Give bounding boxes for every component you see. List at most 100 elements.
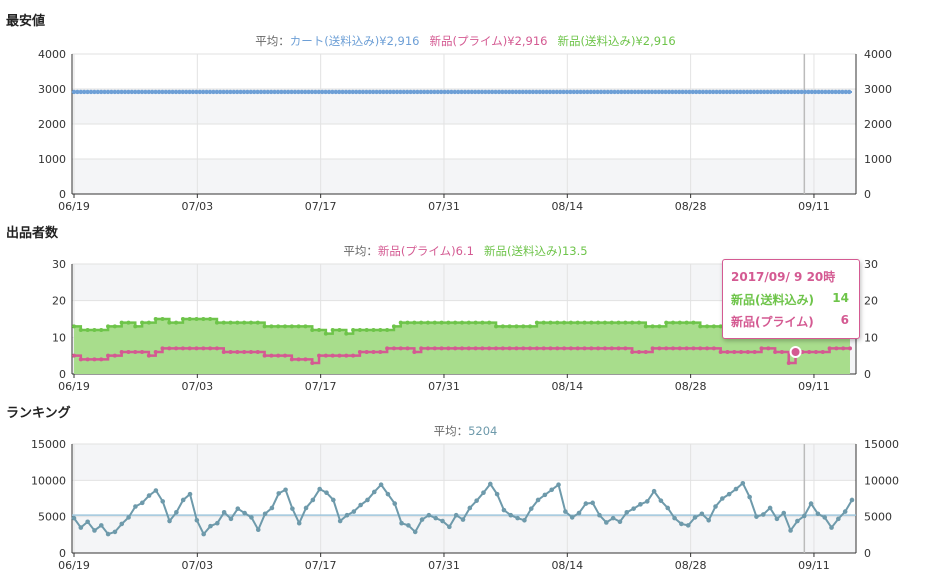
shipping-point	[630, 320, 635, 325]
price-point	[843, 89, 848, 95]
price-point	[615, 89, 621, 95]
price-point	[840, 89, 845, 95]
prime-point	[732, 350, 737, 354]
ranking-point	[515, 515, 520, 521]
price-point	[823, 89, 828, 95]
prime-point	[575, 346, 580, 351]
price-point	[527, 89, 532, 95]
ranking-point	[740, 480, 746, 486]
prime-point	[187, 346, 192, 351]
price-point	[544, 89, 549, 95]
price-avg-prime-value: ¥2,916	[507, 34, 548, 48]
prime-point	[711, 346, 716, 351]
price-point	[411, 89, 417, 95]
prime-point	[630, 350, 635, 354]
price-point	[452, 89, 457, 95]
shipping-point	[208, 317, 213, 321]
ranking-point	[583, 501, 589, 506]
price-point	[758, 89, 763, 95]
shipping-point	[140, 320, 145, 325]
shipping-point	[112, 324, 117, 329]
price-point	[252, 89, 257, 95]
x-tick-label: 07/17	[305, 559, 337, 572]
price-point	[309, 89, 315, 95]
tooltip-prime-label: 新品(プライム)	[731, 315, 814, 329]
price-point	[598, 89, 604, 95]
prime-point	[303, 357, 308, 362]
ranking-point	[358, 502, 363, 508]
y-tick-label-left: 30	[52, 258, 66, 271]
price-point	[785, 89, 791, 95]
prime-point	[289, 357, 294, 362]
shipping-point	[371, 328, 376, 332]
price-point	[496, 89, 502, 95]
price-point	[214, 89, 219, 95]
price-point	[547, 89, 553, 95]
ranking-point	[365, 497, 370, 503]
price-point	[408, 89, 413, 95]
price-point	[653, 89, 658, 95]
ranking-point	[651, 488, 657, 494]
price-point	[796, 89, 801, 95]
prime-point	[446, 346, 451, 351]
ranking-point	[460, 517, 466, 522]
price-point	[568, 89, 573, 95]
price-point	[629, 89, 634, 95]
tooltip-prime-value: 6	[840, 313, 849, 327]
plot-band	[72, 516, 856, 553]
price-point	[241, 89, 247, 95]
prime-point	[146, 353, 151, 358]
price-point	[660, 89, 665, 95]
price-point	[313, 89, 318, 95]
price-point	[449, 89, 454, 95]
x-tick-label: 06/19	[58, 380, 90, 393]
price-average-line: 平均：カート(送料込み)¥2,916 新品(プライム)¥2,916 新品(送料込み)…	[0, 33, 931, 49]
price-point	[819, 89, 825, 95]
prime-point	[487, 346, 492, 351]
ranking-point	[556, 482, 561, 487]
x-tick-label: 07/31	[428, 380, 460, 393]
shipping-point	[500, 324, 505, 329]
ranking-point	[385, 491, 391, 497]
plot-band	[72, 480, 856, 517]
price-point	[466, 89, 471, 95]
shipping-point	[432, 320, 437, 325]
ranking-point	[228, 516, 234, 522]
ranking-point	[569, 515, 575, 520]
prime-point	[167, 346, 172, 351]
shipping-point	[446, 320, 451, 325]
price-point	[802, 89, 808, 95]
x-tick-label: 09/11	[798, 559, 830, 572]
price-point	[626, 89, 631, 95]
price-point	[459, 89, 464, 95]
price-point	[683, 89, 689, 95]
price-point	[731, 89, 736, 95]
price-point	[187, 89, 192, 95]
price-point	[483, 89, 488, 95]
y-tick-label-left: 10000	[31, 474, 66, 487]
shipping-point	[460, 320, 464, 325]
price-point	[360, 89, 366, 95]
x-tick-label: 07/17	[305, 200, 337, 213]
y-tick-label-left: 1000	[38, 153, 66, 166]
price-avg-shipping-value: ¥2,916	[635, 34, 676, 48]
plot-band	[72, 89, 856, 124]
shipping-point	[391, 324, 396, 329]
price-point	[711, 89, 716, 95]
ranking-point	[576, 510, 582, 516]
ranking-point	[658, 498, 664, 503]
lowest-price-chart[interactable]: 0 0 1000 1000 2000 2000 3000 3000 4000 4000 06/19 0…	[0, 0, 931, 230]
shipping-point	[521, 324, 526, 329]
plot-band	[72, 124, 856, 159]
prime-point	[848, 346, 852, 351]
ranking-point	[453, 512, 459, 518]
prime-point	[534, 346, 539, 351]
prime-point	[133, 350, 138, 354]
shipping-point	[167, 320, 172, 325]
prime-point	[453, 346, 458, 351]
price-point	[575, 89, 580, 95]
price-point	[211, 89, 216, 95]
price-point	[673, 89, 678, 95]
ranking-point	[644, 499, 650, 504]
